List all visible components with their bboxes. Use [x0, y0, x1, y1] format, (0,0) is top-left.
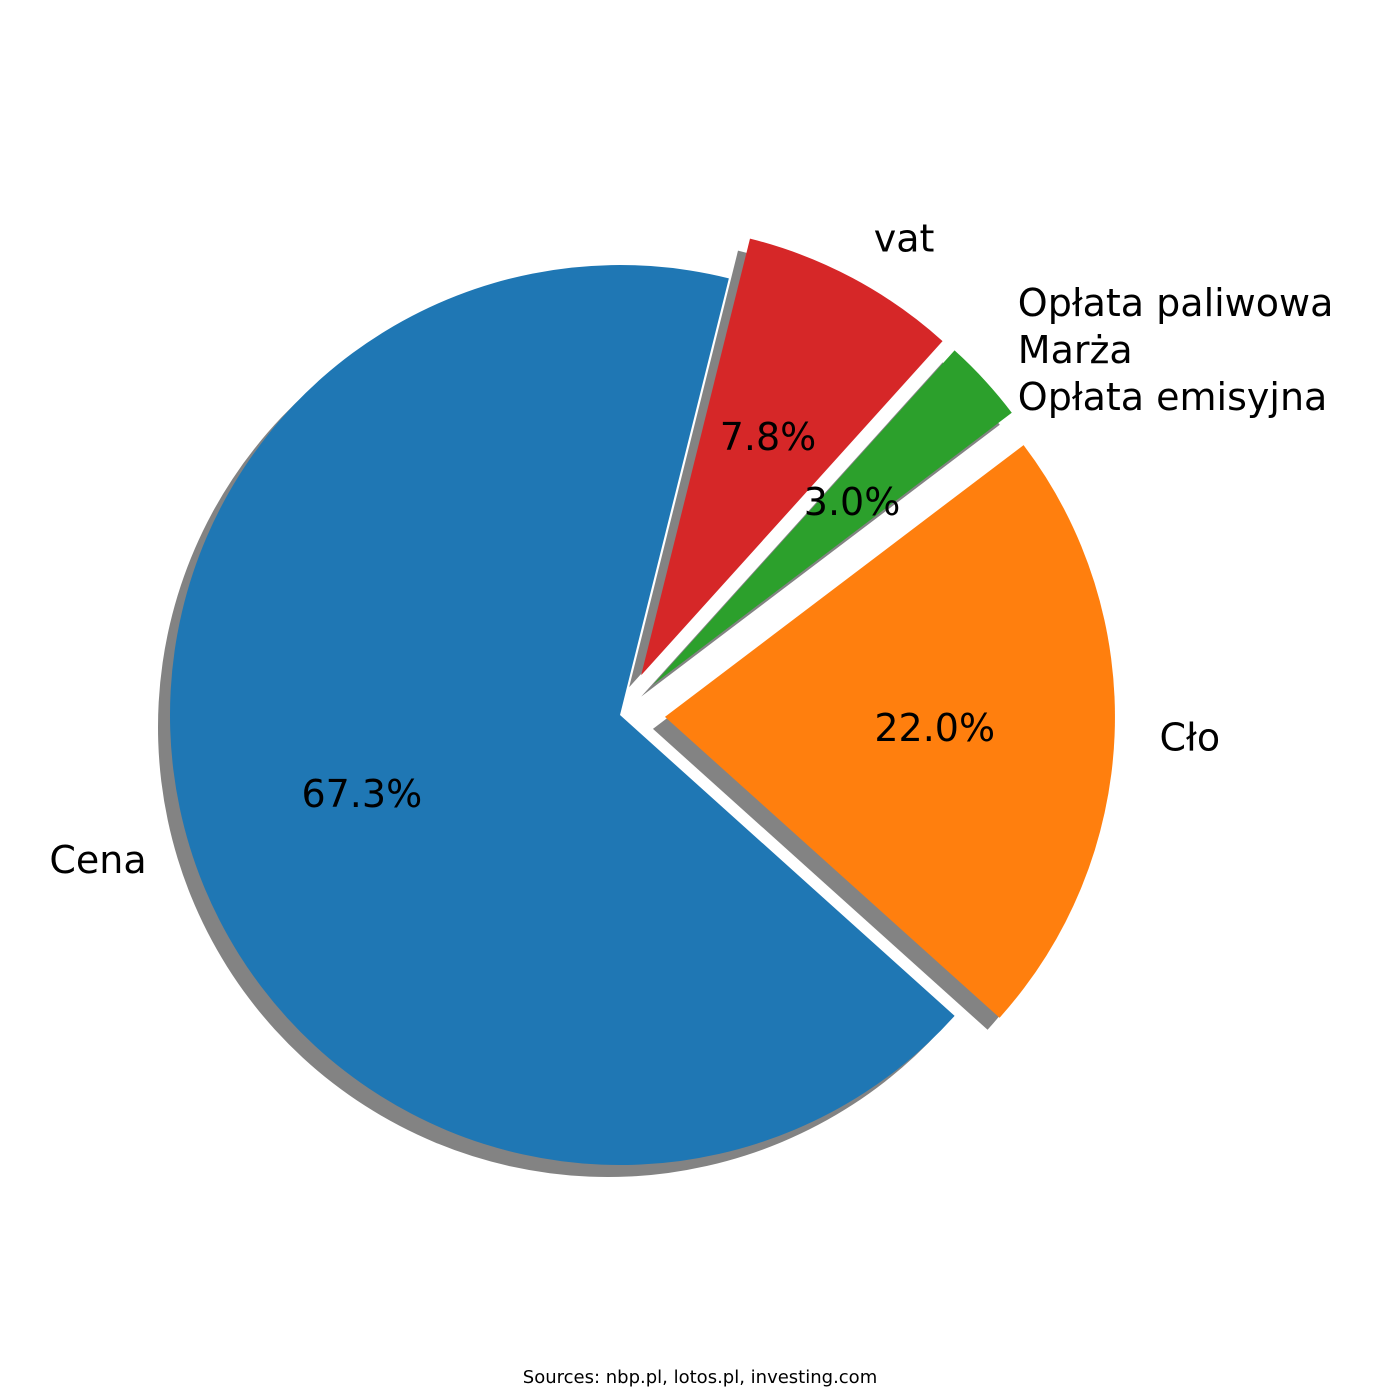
pie-category-label-line: Opłata paliwowa [1018, 281, 1334, 325]
pie-category-label-line: Cena [49, 838, 146, 882]
pie-pct-label-vat: 7.8% [720, 415, 817, 459]
pie-category-label-vat: vat [874, 216, 935, 260]
pie-category-label-line: Opłata emisyjna [1018, 375, 1328, 419]
pie-slice-vat [641, 238, 943, 676]
source-note: Sources: nbp.pl, lotos.pl, investing.com [522, 1367, 878, 1388]
pie-slice-layer [170, 238, 1115, 1165]
pie-pct-label-cena: 67.3% [301, 772, 422, 816]
pie-category-label-line: Cło [1160, 716, 1221, 760]
pie-category-label-opata-paliwowa: Opłata paliwowa Marża Opłata emisyjna [1018, 281, 1334, 419]
pie-text-layer: 67.3% Cena 22.0% Cło 3.0% Opłata paliwowa Marż… [49, 216, 1333, 882]
pie-slice-opata-paliwowa [653, 350, 1012, 685]
pie-slice-cena [170, 265, 955, 1165]
pie-category-label-cena: Cena [49, 838, 146, 882]
pie-category-label-line: vat [874, 216, 935, 260]
pie-slice-co [664, 445, 1115, 1018]
pie-category-label-co: Cło [1160, 716, 1221, 760]
pie-category-label-line: Marża [1018, 328, 1133, 372]
pie-pct-label-opata-paliwowa: 3.0% [804, 480, 901, 524]
pie-pct-label-co: 22.0% [874, 706, 995, 750]
